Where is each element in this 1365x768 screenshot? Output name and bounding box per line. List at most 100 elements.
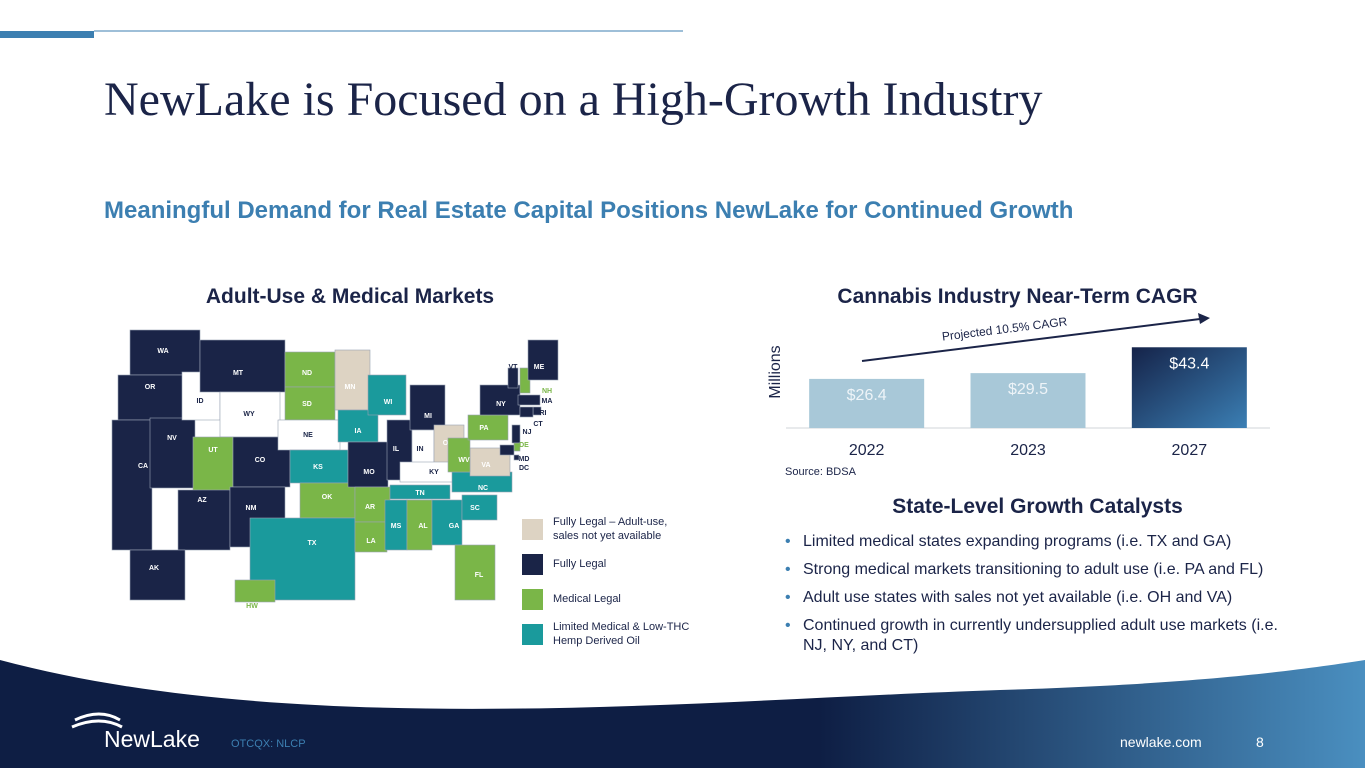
state-label: IA xyxy=(355,428,362,435)
state xyxy=(406,499,433,551)
state xyxy=(499,444,515,456)
bar xyxy=(970,373,1086,428)
x-tick-label: 2023 xyxy=(1010,442,1046,459)
source: Source: BDSA xyxy=(785,466,857,478)
state-label: VT xyxy=(509,364,519,371)
state xyxy=(284,386,336,421)
state xyxy=(431,499,463,546)
state xyxy=(461,494,498,521)
state-label: NC xyxy=(478,485,488,492)
state-label: UT xyxy=(208,447,218,454)
state-label: AL xyxy=(418,523,428,530)
state-label: NV xyxy=(167,435,177,442)
title: NewLake is Focused on a High-Growth Indu… xyxy=(104,73,1043,126)
state xyxy=(354,521,388,553)
state-label: OK xyxy=(322,494,333,501)
state xyxy=(234,579,276,603)
state xyxy=(507,367,519,389)
state-label: MI xyxy=(424,413,432,420)
accent-bar xyxy=(0,31,94,38)
value-label: $29.5 xyxy=(1008,381,1048,398)
state-label: MS xyxy=(391,523,402,530)
state-label: NY xyxy=(496,401,506,408)
footer-wave xyxy=(0,660,1365,768)
state xyxy=(129,549,186,601)
state-label: AZ xyxy=(197,497,207,504)
state xyxy=(177,489,231,551)
state-label: DC xyxy=(519,465,529,472)
state-label: KY xyxy=(429,469,439,476)
state-label: VA xyxy=(481,462,490,469)
state-label: OR xyxy=(145,384,156,391)
subtitle: Meaningful Demand for Real Estate Capita… xyxy=(104,197,1074,224)
legend-swatch xyxy=(522,553,543,575)
state xyxy=(354,486,391,523)
catalyst-item: Adult use states with sales not yet avai… xyxy=(783,588,1303,608)
state-label: SC xyxy=(470,505,480,512)
state-label: ID xyxy=(197,398,204,405)
state-label: NE xyxy=(303,432,313,439)
state xyxy=(389,484,451,500)
state-label: TN xyxy=(415,490,424,497)
catalysts-title: State-Level Growth Catalysts xyxy=(892,495,1183,518)
value-label: $26.4 xyxy=(847,387,887,404)
state-label: FL xyxy=(475,572,484,579)
legend-item: Fully Legal xyxy=(522,553,692,575)
state xyxy=(467,414,509,441)
state xyxy=(337,409,379,443)
state-label: RI xyxy=(540,410,547,417)
state-label: GA xyxy=(449,523,460,530)
state xyxy=(447,437,471,473)
state-label: SD xyxy=(302,401,312,408)
annotation: Projected 10.5% CAGR xyxy=(941,314,1068,343)
state xyxy=(519,367,531,394)
state xyxy=(149,417,196,489)
state-label: NH xyxy=(542,388,552,395)
state-label: WV xyxy=(458,457,470,464)
state xyxy=(284,351,336,388)
state-label: AK xyxy=(149,565,159,572)
legend-label: Fully Legal – Adult-use, sales not yet a… xyxy=(553,516,668,542)
state xyxy=(289,449,349,484)
bar-chart: Millions Projected 10.5% CAGR Source: BDSA… xyxy=(767,313,1270,478)
logo-mark xyxy=(71,712,123,729)
state-label: WI xyxy=(384,399,393,406)
state-label: ND xyxy=(302,370,312,377)
value-label: $43.4 xyxy=(1169,355,1209,372)
state-label: AR xyxy=(365,504,375,511)
state-label: DE xyxy=(519,442,529,449)
state-label: IL xyxy=(393,446,400,453)
state xyxy=(334,349,371,411)
state xyxy=(219,391,281,438)
legend: Fully Legal – Adult-use, sales not yet a… xyxy=(522,516,692,658)
state-label: MN xyxy=(345,384,356,391)
state xyxy=(277,419,341,451)
page-number: 8 xyxy=(1256,734,1264,750)
legend-label: Limited Medical & Low-THC Hemp Derived O… xyxy=(553,621,690,647)
bar xyxy=(1131,347,1247,428)
chart-title: Cannabis Industry Near-Term CAGR xyxy=(837,285,1198,308)
state-label: LA xyxy=(366,538,375,545)
state-label: MT xyxy=(233,370,244,377)
state-label: HW xyxy=(246,603,258,610)
state-label: ME xyxy=(534,364,545,371)
state-label: NM xyxy=(246,505,257,512)
arrow-head xyxy=(1198,313,1210,324)
state xyxy=(117,374,191,421)
us-map: WA OR CA NV ID MT WY UT CO AZ NM ND SD NE KS OK TX MN IA MO… xyxy=(111,329,559,610)
state xyxy=(199,339,286,393)
state-label: NJ xyxy=(523,429,532,436)
state xyxy=(299,482,356,519)
state xyxy=(517,394,541,406)
state-label: MO xyxy=(363,469,375,476)
state-label: KS xyxy=(313,464,323,471)
state-label: WA xyxy=(157,348,168,355)
state-label: MA xyxy=(542,398,553,405)
website: newlake.com xyxy=(1120,734,1202,750)
state xyxy=(454,544,496,601)
state-label: WY xyxy=(243,411,255,418)
state xyxy=(513,454,520,461)
state xyxy=(129,329,201,376)
